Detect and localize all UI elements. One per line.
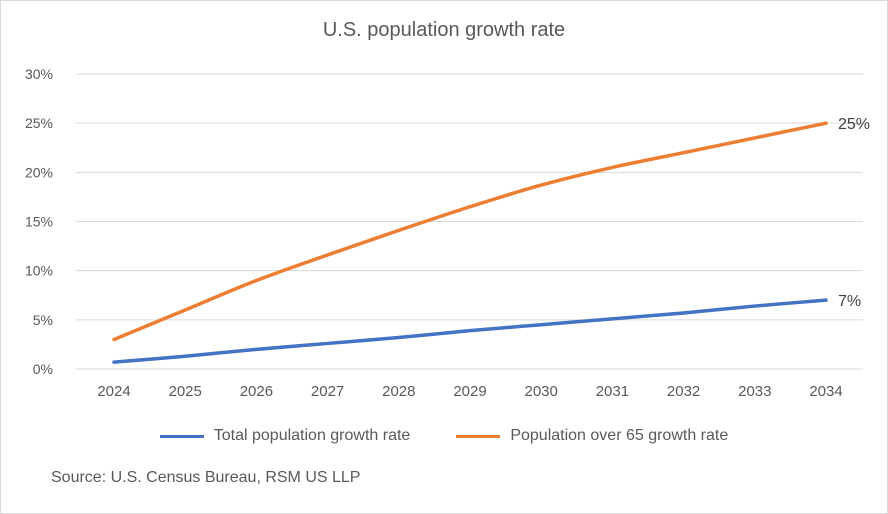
- y-tick-label: 0%: [33, 361, 53, 377]
- x-tick-label: 2025: [169, 383, 202, 400]
- x-tick-label: 2034: [809, 383, 842, 400]
- x-tick-label: 2030: [525, 383, 558, 400]
- series-line-over65: [112, 121, 828, 342]
- legend-swatch-blue: [159, 434, 204, 438]
- y-tick-label: 25%: [25, 115, 53, 131]
- x-tick-label: 2031: [596, 383, 629, 400]
- chart-title: U.S. population growth rate: [322, 19, 566, 41]
- series-line-total: [112, 298, 828, 364]
- y-tick-label: 20%: [25, 164, 53, 180]
- data-label: 7%: [838, 293, 861, 310]
- x-tick-label: 2024: [97, 383, 130, 400]
- legend-item-over65: Population over 65 growth rate: [456, 427, 728, 445]
- x-tick-label: 2028: [382, 383, 415, 400]
- x-tick-label: 2033: [738, 383, 771, 400]
- y-tick-label: 10%: [25, 263, 53, 279]
- data-label: 25%: [838, 116, 870, 133]
- x-tick-label: 2026: [240, 383, 273, 400]
- y-tick-label: 30%: [25, 66, 53, 82]
- source-note: Source: U.S. Census Bureau, RSM US LLP: [51, 469, 361, 486]
- legend: Total population growth rate Population …: [1, 427, 887, 445]
- legend-item-total: Total population growth rate: [159, 427, 411, 445]
- x-tick-label: 2027: [311, 383, 344, 400]
- y-tick-label: 15%: [25, 214, 53, 230]
- legend-label: Population over 65 growth rate: [510, 427, 729, 444]
- plot-area: 0% 5% 10% 15% 20% 25% 30% 2024 2025 2026 2027 2028 2…: [25, 66, 870, 400]
- legend-swatch-orange: [456, 434, 501, 438]
- legend-label: Total population growth rate: [213, 427, 411, 444]
- x-tick-label: 2032: [667, 383, 700, 400]
- x-tick-label: 2029: [453, 383, 486, 400]
- y-tick-label: 5%: [33, 312, 53, 328]
